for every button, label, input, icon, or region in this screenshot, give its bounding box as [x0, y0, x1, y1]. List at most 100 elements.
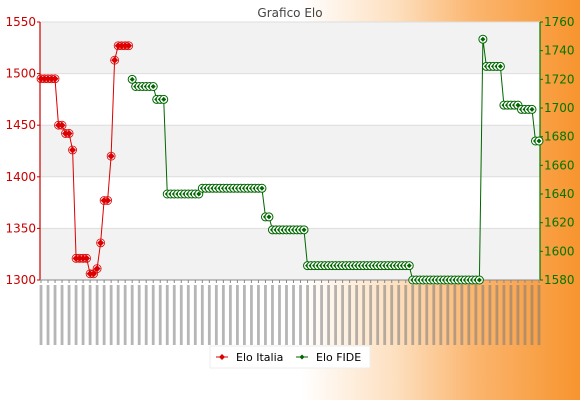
data-point-elo-italia [51, 75, 59, 83]
x-tick-label-mark [214, 285, 218, 345]
data-point-core-elo-fide [301, 227, 307, 233]
left-tick-label: 1400 [5, 170, 36, 184]
x-tick-label-mark [313, 285, 316, 345]
data-point-elo-italia [58, 121, 66, 129]
x-tick-label-mark [235, 285, 239, 345]
x-tick-label-mark [144, 285, 148, 345]
data-point-elo-italia [69, 146, 77, 154]
x-tick-label-mark [200, 285, 204, 345]
x-tick-label-mark [95, 285, 99, 345]
x-tick-label-mark [362, 285, 366, 345]
x-tick-label-mark [390, 285, 394, 345]
data-point-ring-elo-italia [64, 129, 74, 138]
x-tick-label-mark [285, 285, 288, 345]
data-point-ring-elo-italia [82, 253, 91, 263]
chart-title: Grafico Elo [257, 6, 322, 20]
data-point-elo-italia [72, 254, 80, 262]
data-point-core-elo-fide [161, 96, 167, 102]
x-tick-label-mark [418, 285, 422, 345]
x-tick-label-mark [179, 285, 183, 345]
x-tick-label-mark [221, 285, 225, 345]
plot-band [40, 22, 540, 74]
x-tick-label-mark [137, 285, 141, 345]
legend-label-elo-fide: Elo FIDE [316, 351, 361, 364]
x-tick-label-mark [102, 285, 106, 345]
data-point-ring-elo-italia [92, 264, 102, 274]
data-point-ring-elo-italia [50, 74, 60, 84]
data-point-core-elo-fide [529, 106, 535, 112]
x-tick-label-mark [383, 285, 387, 345]
data-point-elo-italia [79, 254, 87, 262]
x-tick-label-mark [193, 285, 197, 345]
x-tick-label-mark [425, 285, 429, 345]
x-tick-label-mark [172, 285, 176, 345]
x-tick-label-mark [67, 285, 71, 345]
x-tick-label-mark [264, 285, 267, 345]
x-tick-label-mark [116, 285, 120, 345]
x-tick-label-mark [516, 285, 520, 345]
x-tick-label-mark [257, 285, 260, 345]
data-point-elo-italia [44, 75, 52, 83]
right-tick-label: 1680 [544, 130, 575, 144]
legend-marker-elo-italia [219, 354, 225, 360]
x-tick-label-mark [502, 285, 506, 345]
x-tick-label-mark [397, 285, 401, 345]
x-tick-label-mark [432, 285, 436, 345]
x-tick-label-mark [243, 285, 246, 345]
data-point-elo-italia [83, 254, 91, 262]
x-tick-label-mark [228, 285, 232, 345]
x-tick-label-mark [439, 285, 443, 345]
legend-label-elo-italia: Elo Italia [236, 351, 283, 364]
x-tick-label-mark [411, 285, 415, 345]
x-tick-label-mark [523, 285, 527, 345]
data-point-core-elo-fide [480, 36, 486, 42]
x-tick-label-mark [158, 285, 162, 345]
right-tick-label: 1620 [544, 216, 575, 230]
data-point-core-elo-fide [150, 84, 156, 89]
x-tick-label-mark [186, 285, 190, 345]
right-tick-label: 1760 [544, 15, 575, 29]
x-tick-label-mark [74, 285, 78, 345]
data-point-elo-italia [86, 270, 94, 278]
data-point-elo-italia [107, 152, 115, 160]
x-tick-label-mark [355, 285, 359, 345]
data-point-ring-elo-italia [96, 238, 106, 248]
x-tick-label-mark [376, 285, 380, 345]
data-point-core-elo-fide [536, 138, 542, 144]
x-tick-label-mark [348, 285, 352, 345]
x-tick-label-mark [165, 285, 169, 345]
data-point-elo-italia [97, 239, 105, 247]
legend-box [209, 345, 371, 369]
x-tick-label-mark [207, 285, 211, 345]
x-tick-label-mark [88, 285, 92, 345]
x-tick-label-mark [278, 285, 281, 345]
data-point-core-elo-fide [259, 185, 265, 191]
x-tick-label-mark [474, 285, 478, 345]
right-tick-label: 1600 [544, 244, 575, 258]
data-point-core-elo-fide [196, 191, 202, 197]
x-tick-label-mark [537, 285, 541, 345]
x-tick-label-mark [481, 285, 485, 345]
x-tick-label-mark [509, 285, 513, 345]
x-tick-label-mark [369, 285, 373, 345]
x-tick-label-mark [39, 285, 43, 345]
data-point-ring-elo-italia [106, 151, 116, 161]
x-tick-label-mark [530, 285, 534, 345]
x-tick-label-mark [123, 285, 127, 345]
right-tick-label: 1700 [544, 101, 575, 115]
x-tick-label-mark [446, 285, 450, 345]
plot-band [40, 228, 540, 280]
data-point-elo-italia [93, 265, 101, 273]
x-tick-label-mark [404, 285, 408, 345]
right-tick-label: 1740 [544, 44, 575, 58]
x-tick-label-mark [46, 285, 50, 345]
x-tick-label-mark [327, 285, 330, 345]
data-point-elo-italia [76, 254, 84, 262]
data-point-ring-elo-italia [103, 196, 113, 205]
x-tick-label-mark [271, 285, 274, 345]
right-tick-label: 1640 [544, 187, 575, 201]
x-tick-label-mark [60, 285, 64, 345]
data-point-core-elo-fide [476, 277, 482, 283]
x-tick-label-mark [250, 285, 253, 345]
x-tick-label-mark [495, 285, 499, 345]
